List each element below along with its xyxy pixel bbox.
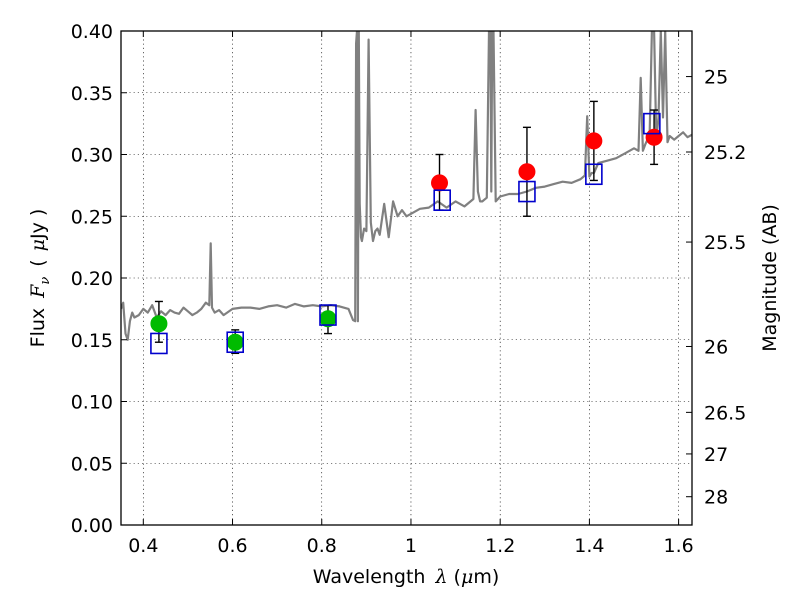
magnitude-tick-label: 25.5 (704, 232, 746, 254)
model-spectrum-line (121, 31, 692, 341)
photometry-point (585, 132, 603, 150)
x-tick-label: 0.4 (128, 535, 158, 557)
model-photometry-square (433, 189, 451, 211)
x-tick-label: 1.2 (485, 535, 515, 557)
magnitude-tick-label: 25.2 (704, 142, 746, 164)
y-tick-label: 0.35 (71, 83, 113, 105)
photometry-layer (150, 100, 663, 355)
y-tick-label: 0.00 (71, 515, 113, 537)
x-tick-label: 0.8 (307, 535, 337, 557)
y-tick-label: 0.20 (71, 268, 113, 290)
y-tick-label: 0.10 (71, 392, 113, 414)
model-photometry-square (150, 332, 168, 355)
plot-background (121, 31, 692, 525)
y-tick-label: 0.30 (71, 145, 113, 167)
magnitude-tick-label: 28 (704, 487, 728, 509)
magnitude-tick-label: 27 (704, 444, 728, 466)
x-tick-label: 1.6 (664, 535, 694, 557)
model-photometry-square (585, 163, 603, 186)
magnitude-tick-label: 26 (704, 336, 728, 358)
y-tick-label: 0.25 (71, 206, 113, 228)
photometry-point (226, 333, 244, 351)
model-photometry-square (643, 112, 661, 135)
photometry-point (150, 315, 168, 333)
magnitude-axis-label: Magnitude (AB) (759, 204, 781, 352)
x-axis-label: Wavelength λ (μm) (313, 566, 499, 588)
x-tick-label: 1 (405, 535, 417, 557)
x-tick-label: 0.6 (217, 535, 247, 557)
model-photometry-square (226, 331, 244, 354)
model-photometry-square (518, 180, 536, 203)
magnitude-tick-label: 25 (704, 67, 728, 89)
y-tick-label: 0.05 (71, 453, 113, 475)
magnitude-tick-label: 26.5 (704, 402, 746, 424)
tick-labels: 0.4 0.6 0.8 1 1.2 1.4 1.6 0.00 0.05 0.10 0.15 0.20 0… (71, 21, 747, 557)
y-tick-label: 0.40 (71, 21, 113, 43)
x-tick-label: 1.4 (574, 535, 604, 557)
model-photometry-square (319, 304, 337, 326)
grid-lines (121, 30, 692, 526)
y-axis-label: FluxFν(μJy ) (27, 209, 53, 348)
y-tick-label: 0.15 (71, 330, 113, 352)
photometry-point (431, 174, 449, 192)
photometry-point (518, 163, 536, 181)
axis-ticks (121, 30, 692, 526)
model-spectrum-layer (121, 31, 692, 341)
